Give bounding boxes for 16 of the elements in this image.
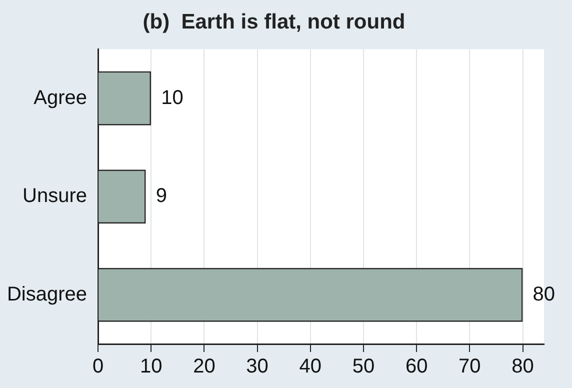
y-tick-label: Unsure <box>22 185 88 208</box>
data-label: 10 <box>161 86 184 109</box>
x-tick-label: 70 <box>458 356 481 378</box>
x-tick-label: 0 <box>92 356 104 378</box>
x-tick-label: 40 <box>299 356 322 378</box>
x-tick-label: 50 <box>352 356 375 378</box>
y-tick-label: Disagree <box>6 283 88 306</box>
x-tick-label: 20 <box>193 356 216 378</box>
data-label: 80 <box>532 283 556 306</box>
x-tick-label: 30 <box>246 356 268 378</box>
chart-title: (b) Earth is flat, not round <box>142 10 406 34</box>
x-tick-label: 60 <box>405 356 428 378</box>
data-label: 9 <box>156 185 167 208</box>
x-tick-label: 80 <box>512 356 534 378</box>
x-tick-label: 10 <box>140 356 162 378</box>
y-tick-label: Agree <box>34 86 88 109</box>
